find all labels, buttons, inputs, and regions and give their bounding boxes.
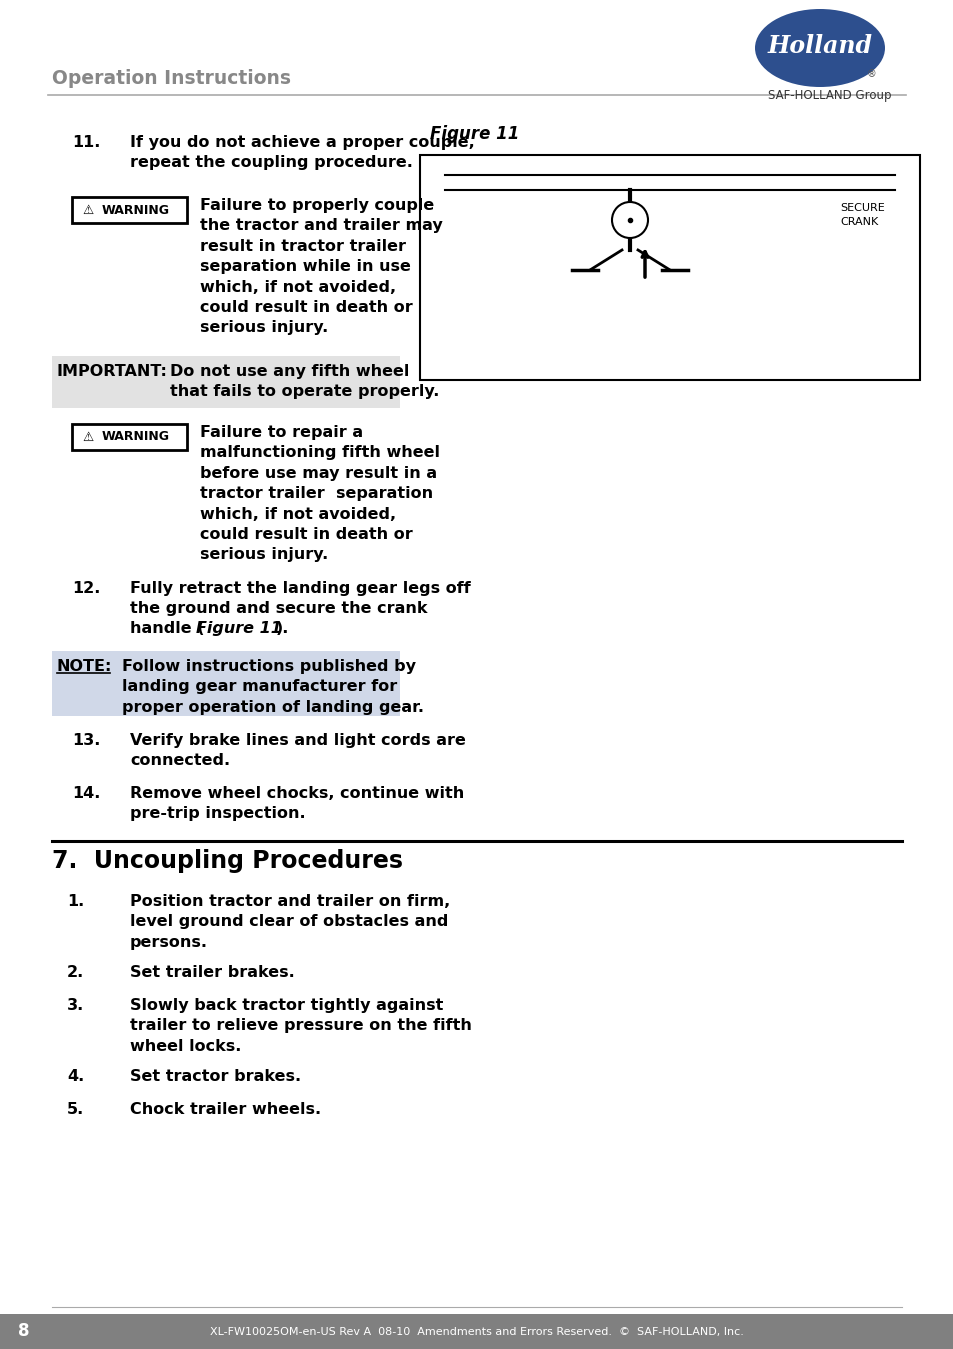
Bar bbox=[419, 155, 919, 380]
Text: NOTE:: NOTE: bbox=[57, 660, 112, 674]
Text: Set tractor brakes.: Set tractor brakes. bbox=[130, 1068, 301, 1085]
Text: Follow instructions published by
landing gear manufacturer for
proper operation : Follow instructions published by landing… bbox=[122, 660, 423, 715]
Ellipse shape bbox=[754, 9, 884, 86]
Text: handle (: handle ( bbox=[130, 621, 204, 635]
Text: Fully retract the landing gear legs off
the ground and secure the crank: Fully retract the landing gear legs off … bbox=[130, 581, 470, 616]
Text: Figure 11: Figure 11 bbox=[430, 125, 518, 143]
Text: Holland: Holland bbox=[767, 34, 872, 58]
Text: Verify brake lines and light cords are
connected.: Verify brake lines and light cords are c… bbox=[130, 733, 465, 769]
Bar bbox=[52, 652, 399, 716]
Text: 13.: 13. bbox=[71, 733, 100, 747]
Text: Chock trailer wheels.: Chock trailer wheels. bbox=[130, 1102, 321, 1117]
Bar bbox=[0, 1314, 953, 1349]
Text: Failure to repair a
malfunctioning fifth wheel
before use may result in a
tracto: Failure to repair a malfunctioning fifth… bbox=[200, 425, 439, 563]
Text: ®: ® bbox=[866, 69, 876, 80]
Text: 1.: 1. bbox=[67, 894, 84, 909]
Text: ⚠: ⚠ bbox=[82, 430, 93, 444]
Text: Position tractor and trailer on firm,
level ground clear of obstacles and
person: Position tractor and trailer on firm, le… bbox=[130, 894, 450, 950]
Text: Figure 11: Figure 11 bbox=[195, 621, 281, 635]
Text: Set trailer brakes.: Set trailer brakes. bbox=[130, 965, 294, 979]
Text: 14.: 14. bbox=[71, 786, 100, 801]
Text: IMPORTANT:: IMPORTANT: bbox=[57, 364, 168, 379]
Text: 2.: 2. bbox=[67, 965, 84, 979]
Text: SECURE
CRANK: SECURE CRANK bbox=[840, 204, 883, 227]
Text: Failure to properly couple
the tractor and trailer may
result in tractor trailer: Failure to properly couple the tractor a… bbox=[200, 198, 442, 336]
Text: Operation Instructions: Operation Instructions bbox=[52, 69, 291, 88]
Text: If you do not achieve a proper couple,
repeat the coupling procedure.: If you do not achieve a proper couple, r… bbox=[130, 135, 475, 170]
Text: 7.  Uncoupling Procedures: 7. Uncoupling Procedures bbox=[52, 849, 402, 873]
Text: Slowly back tractor tightly against
trailer to relieve pressure on the fifth
whe: Slowly back tractor tightly against trai… bbox=[130, 998, 472, 1054]
Text: XL-FW10025OM-en-US Rev A  08-10  Amendments and Errors Reserved.  ©  SAF-HOLLAND: XL-FW10025OM-en-US Rev A 08-10 Amendment… bbox=[210, 1326, 743, 1337]
Circle shape bbox=[612, 202, 647, 237]
Bar bbox=[71, 424, 187, 451]
Text: 12.: 12. bbox=[71, 581, 100, 596]
Bar bbox=[71, 197, 187, 223]
Text: Remove wheel chocks, continue with
pre-trip inspection.: Remove wheel chocks, continue with pre-t… bbox=[130, 786, 464, 822]
Text: ⚠: ⚠ bbox=[82, 204, 93, 216]
Text: WARNING: WARNING bbox=[101, 204, 170, 216]
Text: WARNING: WARNING bbox=[101, 430, 170, 444]
Text: 3.: 3. bbox=[67, 998, 84, 1013]
Text: 11.: 11. bbox=[71, 135, 100, 150]
Text: 5.: 5. bbox=[67, 1102, 84, 1117]
Text: 8: 8 bbox=[18, 1322, 30, 1341]
Text: Do not use any fifth wheel
that fails to operate properly.: Do not use any fifth wheel that fails to… bbox=[170, 364, 439, 399]
Bar bbox=[52, 356, 399, 407]
Text: ).: ). bbox=[275, 621, 289, 635]
Text: SAF-HOLLAND Group: SAF-HOLLAND Group bbox=[767, 89, 891, 103]
Text: 4.: 4. bbox=[67, 1068, 84, 1085]
